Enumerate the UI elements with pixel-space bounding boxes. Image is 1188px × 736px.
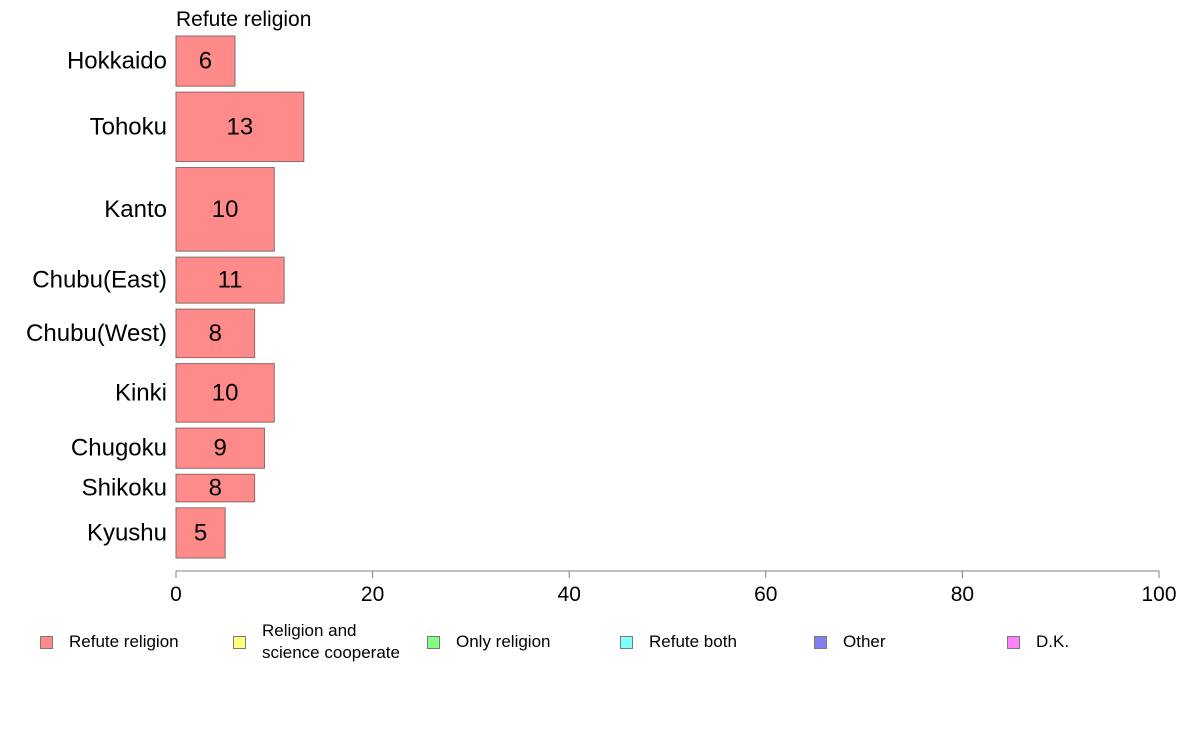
legend-item: Other [814,620,886,664]
category-label: Kinki [115,379,167,406]
bar-kyushu [175,507,226,559]
category-label: Chubu(West) [26,320,167,347]
category-labels: Hokkaido Tohoku Kanto Chubu(East) Chubu(West… [26,48,167,547]
category-label: Tohoku [90,113,167,140]
x-tick-label: 80 [951,583,974,606]
legend-swatch [814,635,827,649]
legend-label: Other [843,632,886,651]
bar-value-label: 10 [212,196,239,223]
x-tick-label: 60 [754,583,777,606]
legend: Refute religion Religion and science coop… [0,620,1188,670]
legend-label: D.K. [1036,632,1070,651]
bar-value-label: 13 [227,113,254,140]
bar-value-label: 5 [194,519,207,546]
legend-swatch [40,635,53,649]
bar-value-label: 11 [218,267,243,294]
category-label: Hokkaido [67,48,167,75]
bar-value-label: 10 [212,379,239,406]
legend-label: Religion and science cooperate [262,621,400,662]
bar-value-label: 8 [209,475,222,502]
bar-value-label: 9 [214,435,227,462]
bar-value-label: 6 [199,48,212,75]
category-label: Kyushu [87,519,167,546]
legend-item: Religion and science cooperate [233,620,400,664]
bar-hokkaido [175,35,236,87]
category-label: Kanto [104,196,167,223]
bar-chubu-west [175,308,256,359]
legend-swatch [620,635,633,649]
bar-kanto [175,167,275,252]
x-tick-label: 100 [1141,583,1176,606]
legend-item: D.K. [1007,620,1069,664]
legend-item: Refute religion [40,620,179,664]
x-tick-label: 20 [361,583,384,606]
legend-label: Only religion [456,632,551,651]
legend-item: Only religion [427,620,551,664]
bar-tohoku [175,91,305,163]
legend-swatch [427,635,440,649]
bar-value-label: 8 [209,320,222,347]
bar-chugoku [175,427,265,469]
bar-chubu-east [175,256,285,304]
category-label: Chubu(East) [32,267,167,294]
x-tick-label: 40 [558,583,581,606]
category-label: Chugoku [71,435,167,462]
x-tick-label: 0 [170,583,182,606]
category-label: Shikoku [82,475,167,502]
legend-swatch [1007,635,1020,649]
legend-item: Refute both [620,620,737,664]
bar-shikoku [175,473,256,503]
bar-kinki [175,363,275,423]
legend-swatch [233,635,246,649]
chart-title: Refute religion [176,8,311,31]
legend-label: Refute religion [69,632,179,651]
legend-label: Refute both [649,632,737,651]
x-axis: 0 20 40 60 80 100 [170,570,1177,606]
